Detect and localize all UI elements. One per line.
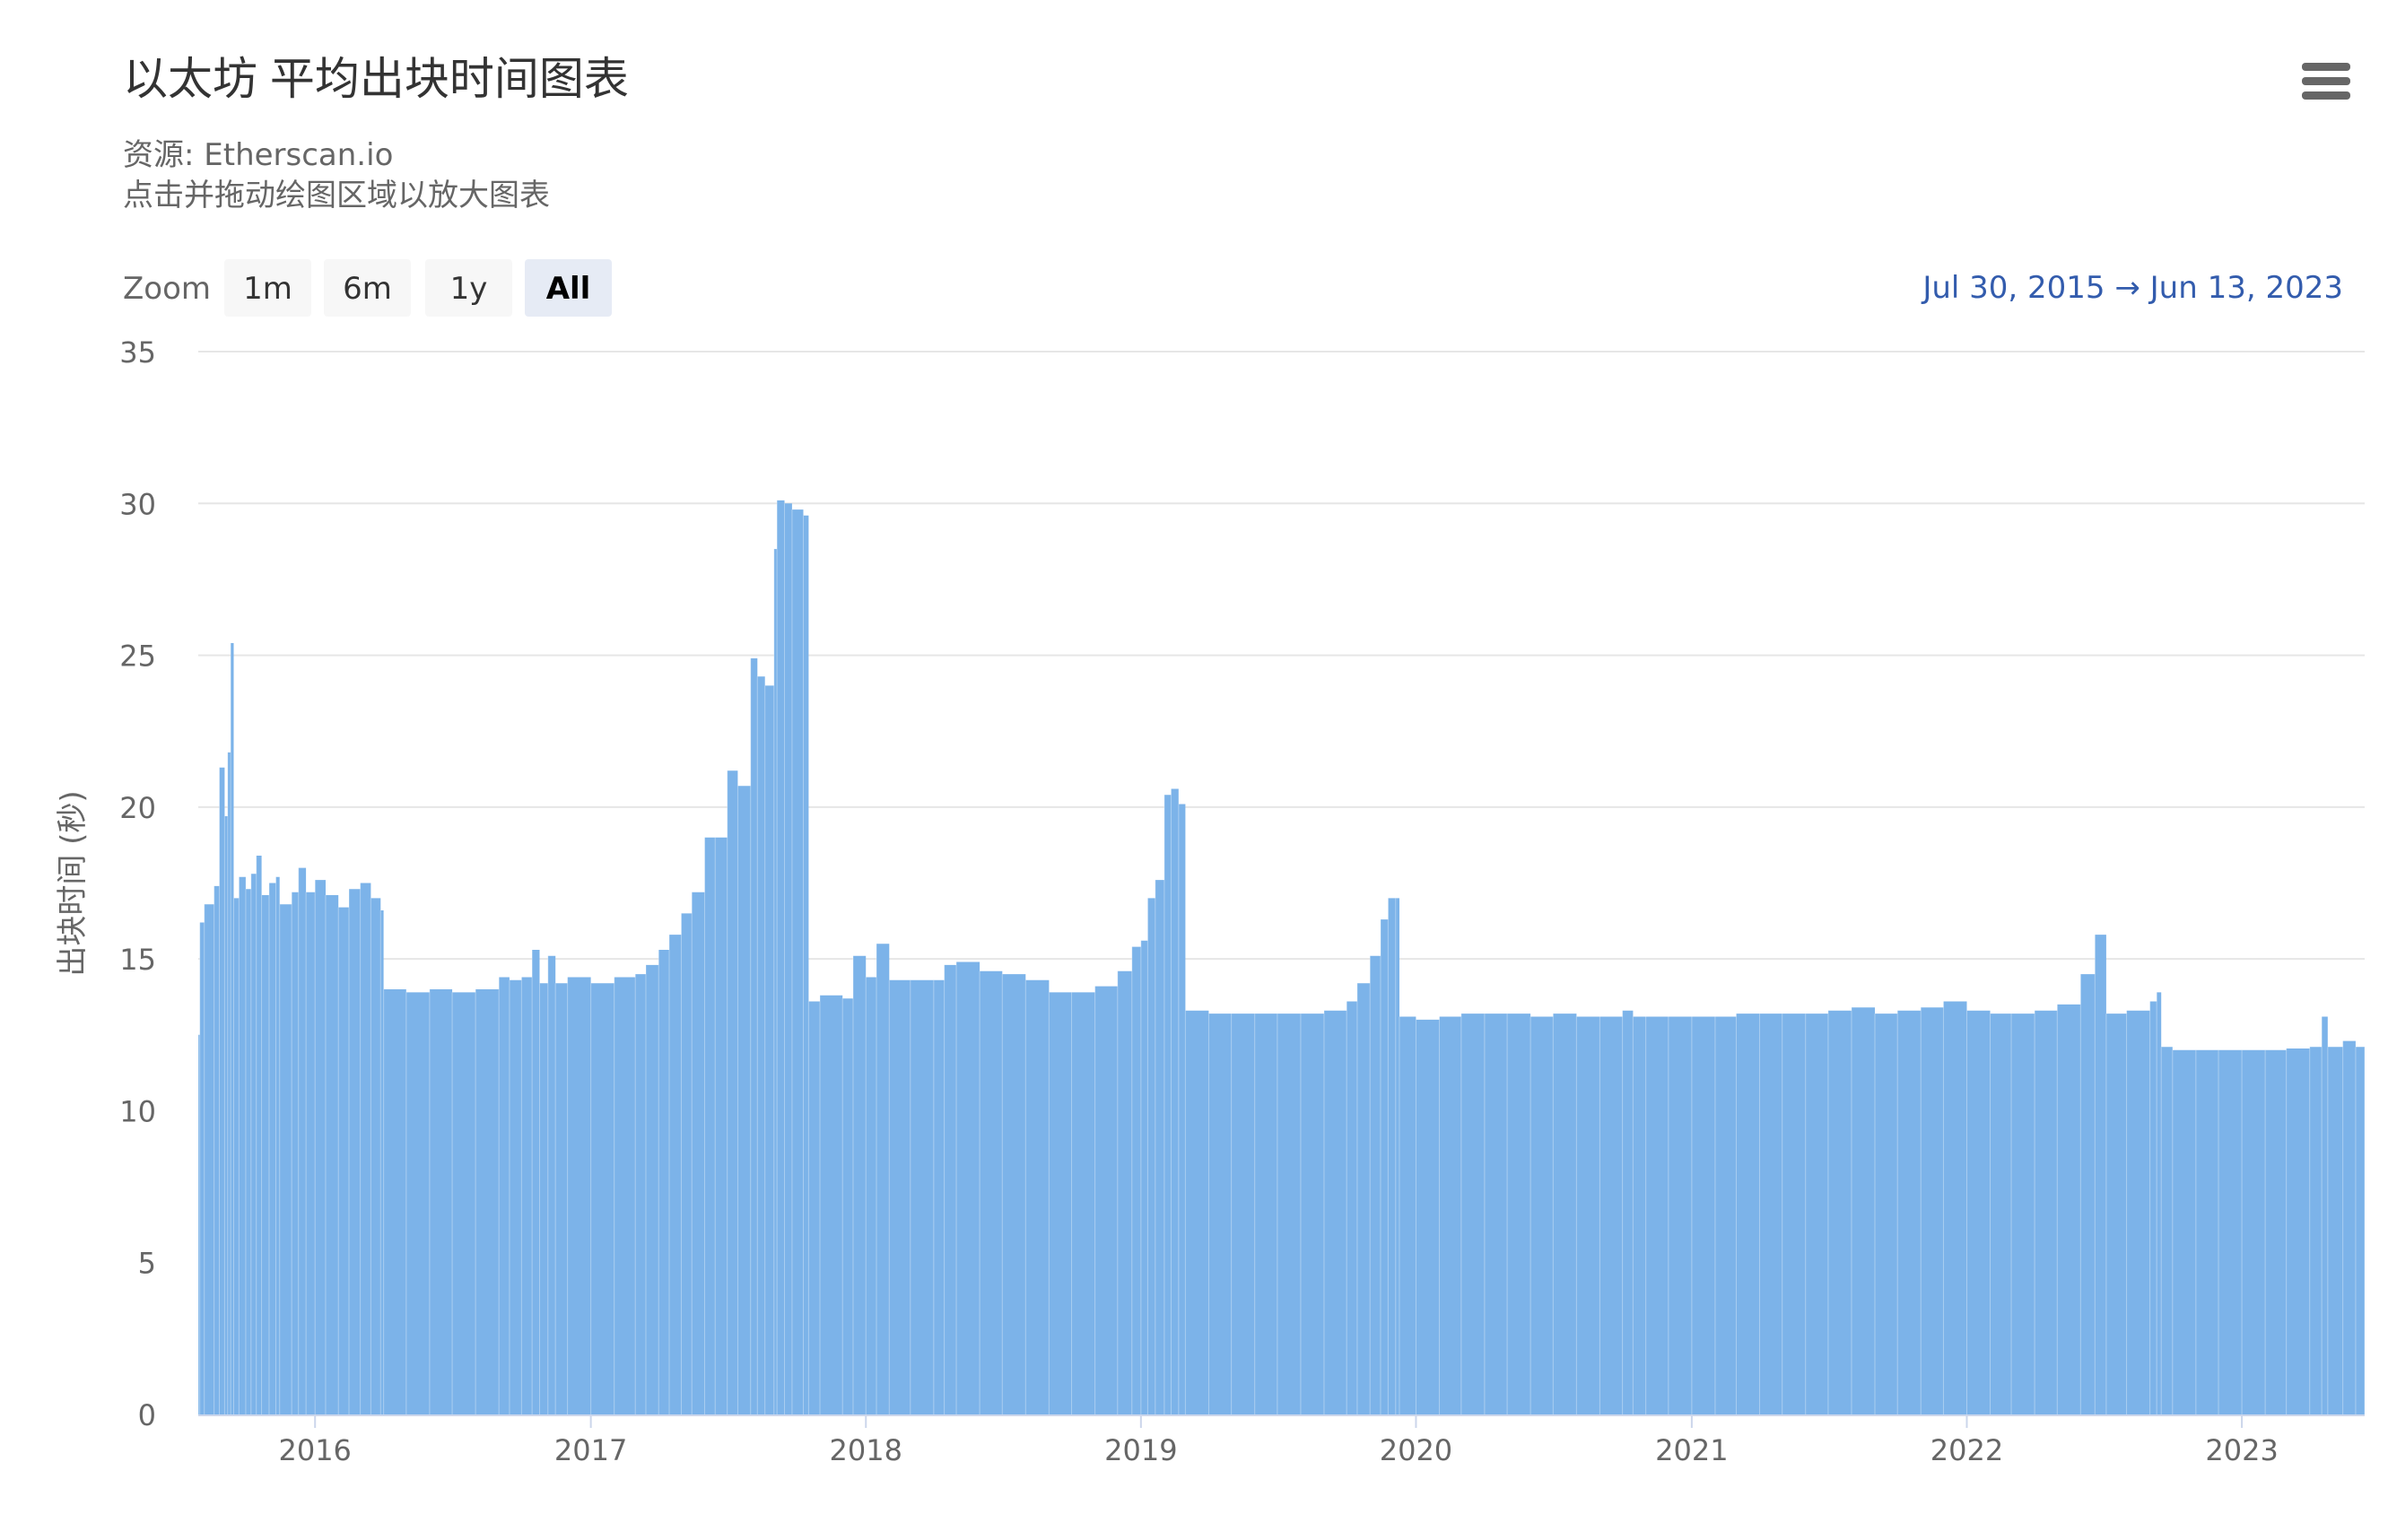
x-tick-label: 2022	[1930, 1433, 2003, 1467]
chart-source: 资源: Etherscan.io	[123, 137, 393, 173]
y-tick-label: 10	[119, 1094, 156, 1128]
x-tick-label: 2019	[1104, 1433, 1177, 1467]
hamburger-menu-icon[interactable]	[2295, 52, 2361, 106]
y-tick-label: 25	[119, 639, 156, 674]
zoom-button-label: 1y	[450, 271, 488, 307]
y-tick-label: 35	[119, 335, 156, 370]
zoom-button-1y[interactable]: 1y	[425, 259, 512, 317]
y-axis-label: 出块时间 (秒)	[55, 790, 91, 976]
x-tick-label: 2016	[278, 1433, 351, 1467]
zoom-button-All[interactable]: All	[525, 259, 612, 317]
y-tick-label: 20	[119, 791, 156, 825]
zoom-button-label: 1m	[243, 271, 292, 307]
zoom-button-6m[interactable]: 6m	[324, 259, 411, 317]
date-range[interactable]: Jul 30, 2015 → Jun 13, 2023	[1921, 270, 2343, 306]
y-tick-label: 0	[138, 1398, 156, 1432]
zoom-button-label: All	[546, 271, 591, 307]
x-tick-label: 2020	[1380, 1433, 1452, 1467]
x-tick-label: 2017	[554, 1433, 627, 1467]
chart-hint: 点击并拖动绘图区域以放大图表	[123, 178, 550, 213]
x-tick-label: 2023	[2205, 1433, 2278, 1467]
y-tick-label: 5	[138, 1247, 156, 1281]
zoom-button-label: 6m	[343, 271, 392, 307]
zoom-button-1m[interactable]: 1m	[224, 259, 311, 317]
x-tick-label: 2021	[1655, 1433, 1728, 1467]
chart-title: 以太坊 平均出块时间图表	[123, 54, 629, 104]
x-tick-label: 2018	[830, 1433, 902, 1467]
zoom-label: Zoom	[123, 271, 211, 307]
y-tick-label: 30	[119, 487, 156, 521]
y-tick-label: 15	[119, 943, 156, 977]
